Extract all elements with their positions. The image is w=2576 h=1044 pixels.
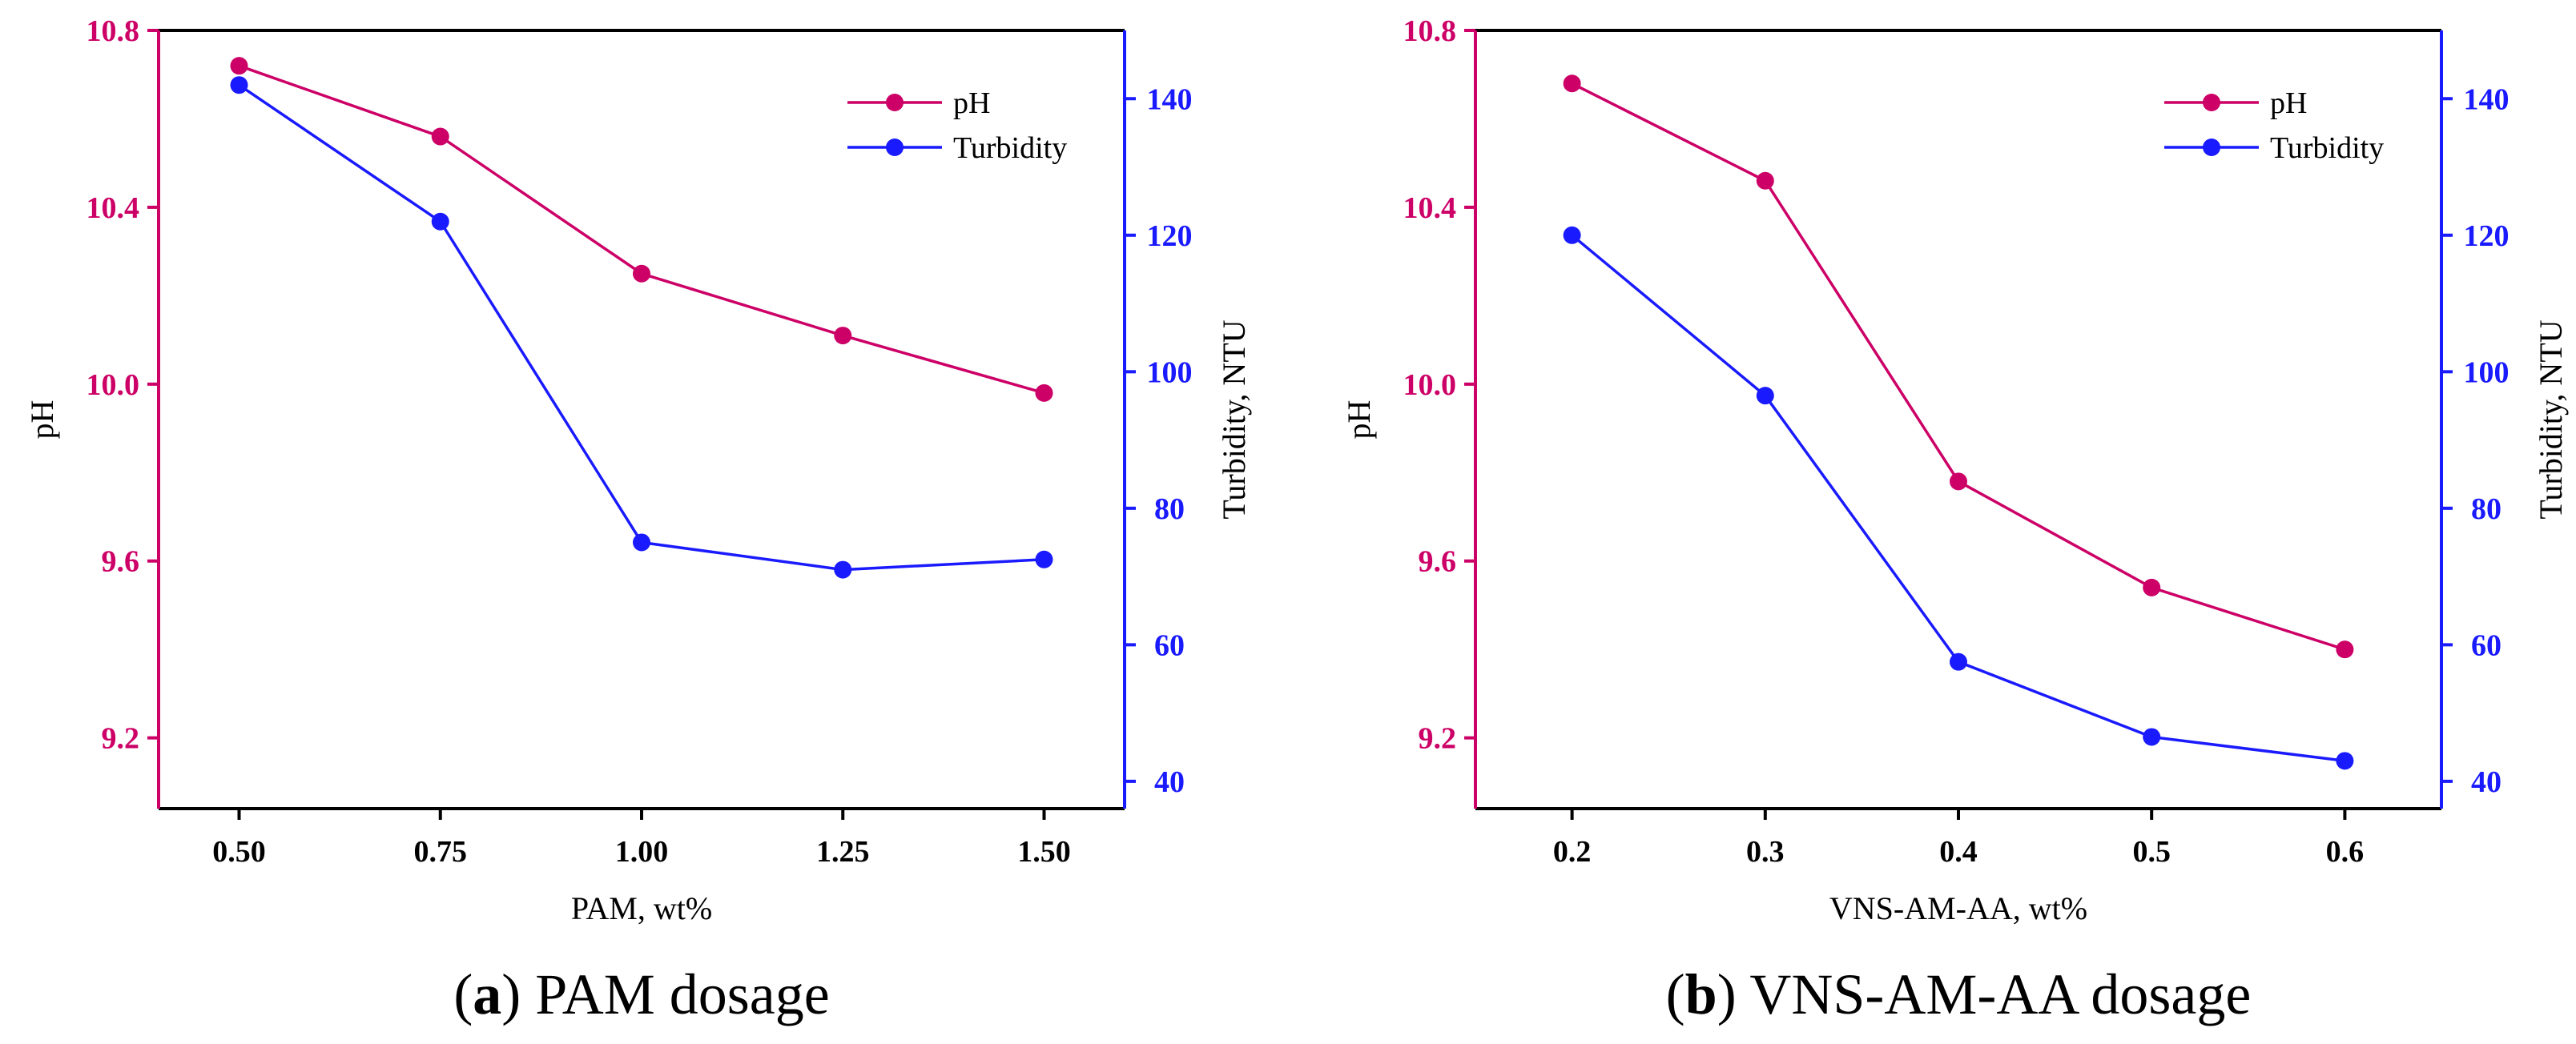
left-y-tick-label: 10.4 [87, 191, 140, 225]
legend-turbidity-label: Turbidity [953, 131, 1067, 165]
ph-data-point [834, 327, 852, 345]
panel-b: 0.2 0.3 0.4 0.5 0.6 9.2 9.6 10.0 10.4 10.8 40 60 80 1… [1341, 14, 2569, 1026]
x-axis-title: PAM, wt% [571, 890, 712, 926]
turbidity-data-point [2336, 752, 2354, 770]
ph-data-point [1563, 74, 1581, 93]
x-axis-title: VNS-AM-AA, wt% [1829, 890, 2087, 926]
turbidity-data-point [1756, 387, 1774, 405]
turbidity-data-point [2143, 728, 2161, 746]
left-y-axis-title: pH [24, 400, 60, 440]
x-tick-label: 0.2 [1553, 835, 1592, 869]
left-y-tick-label: 9.2 [1419, 722, 1457, 756]
caption-open-paren: ( [453, 962, 473, 1026]
turbidity-data-point [1035, 550, 1053, 568]
right-y-tick-label: 100 [1147, 355, 1193, 389]
caption-text: PAM dosage [521, 962, 829, 1026]
left-y-axis-title: pH [1341, 400, 1377, 440]
ph-data-point [2336, 640, 2354, 659]
x-tick-label: 0.75 [414, 835, 468, 869]
caption-letter: a [473, 962, 501, 1026]
legend-ph-label: pH [2270, 86, 2307, 120]
right-y-tick-label: 120 [2464, 219, 2510, 253]
caption-text: VNS-AM-AA dosage [1737, 962, 2252, 1026]
right-y-tick-label: 80 [1154, 492, 1185, 526]
right-y-tick-label: 40 [1154, 765, 1185, 799]
ph-data-point [431, 127, 449, 146]
left-y-tick-label: 10.8 [1403, 14, 1457, 48]
turbidity-data-point [834, 560, 852, 579]
left-y-tick-label: 9.6 [1419, 545, 1457, 579]
panel-caption: (b) VNS-AM-AA dosage [1666, 962, 2252, 1026]
caption-open-paren: ( [1666, 962, 1685, 1026]
x-tick-label: 0.50 [212, 835, 266, 869]
legend-turbidity-marker [2203, 139, 2220, 156]
ph-data-point [633, 264, 650, 283]
legend-ph-label: pH [953, 86, 990, 120]
turbidity-data-point [633, 533, 650, 552]
legend-ph-marker [2203, 94, 2220, 111]
left-y-tick-label: 9.2 [102, 722, 140, 756]
ph-series-line [1571, 82, 2345, 651]
x-tick-label: 1.25 [816, 835, 870, 869]
x-tick-label: 0.5 [2132, 835, 2171, 869]
right-y-axis-title: Turbidity, NTU [2533, 319, 2569, 519]
left-y-tick-label: 10.8 [87, 14, 140, 48]
right-y-tick-label: 140 [2464, 82, 2510, 116]
left-y-tick-label: 10.4 [1403, 191, 1457, 225]
turbidity-data-point [1950, 652, 1967, 671]
panel-a: 0.50 0.75 1.00 1.25 1.50 9.2 9.6 10.0 10.4 10.8 40… [24, 14, 1252, 1026]
left-y-tick-label: 9.6 [102, 545, 140, 579]
right-y-tick-label: 60 [1154, 628, 1185, 662]
right-y-tick-label: 140 [1147, 82, 1193, 116]
x-tick-label: 0.4 [1939, 835, 1978, 869]
turbidity-data-point [1563, 226, 1581, 244]
ph-data-point [1035, 383, 1053, 402]
right-y-tick-label: 120 [1147, 219, 1193, 253]
caption-letter: b [1685, 962, 1717, 1026]
turbidity-series-line [1571, 234, 2345, 763]
caption-close-paren: ) [501, 962, 521, 1026]
caption-close-paren: ) [1717, 962, 1737, 1026]
left-y-tick-label: 10.0 [1403, 368, 1457, 402]
ph-data-point [1950, 472, 1967, 491]
x-tick-label: 1.50 [1017, 835, 1071, 869]
turbidity-data-point [431, 212, 449, 231]
ph-series-line [238, 64, 1044, 395]
right-y-tick-label: 80 [2471, 492, 2502, 526]
panel-caption: (a) PAM dosage [453, 962, 829, 1026]
right-y-tick-label: 100 [2464, 355, 2510, 389]
turbidity-series-line [238, 83, 1044, 572]
right-y-tick-label: 60 [2471, 628, 2502, 662]
ph-data-point [1756, 171, 1774, 190]
legend-ph-marker [886, 94, 904, 111]
right-y-tick-label: 40 [2471, 765, 2502, 799]
turbidity-data-point [230, 76, 248, 94]
legend-turbidity-marker [886, 139, 904, 156]
x-tick-label: 1.00 [615, 835, 669, 869]
legend-turbidity-label: Turbidity [2270, 131, 2384, 165]
right-y-axis-title: Turbidity, NTU [1216, 319, 1252, 519]
x-tick-label: 0.3 [1746, 835, 1785, 869]
ph-data-point [230, 57, 248, 75]
x-tick-label: 0.6 [2326, 835, 2365, 869]
ph-data-point [2143, 578, 2161, 596]
left-y-tick-label: 10.0 [87, 368, 140, 402]
